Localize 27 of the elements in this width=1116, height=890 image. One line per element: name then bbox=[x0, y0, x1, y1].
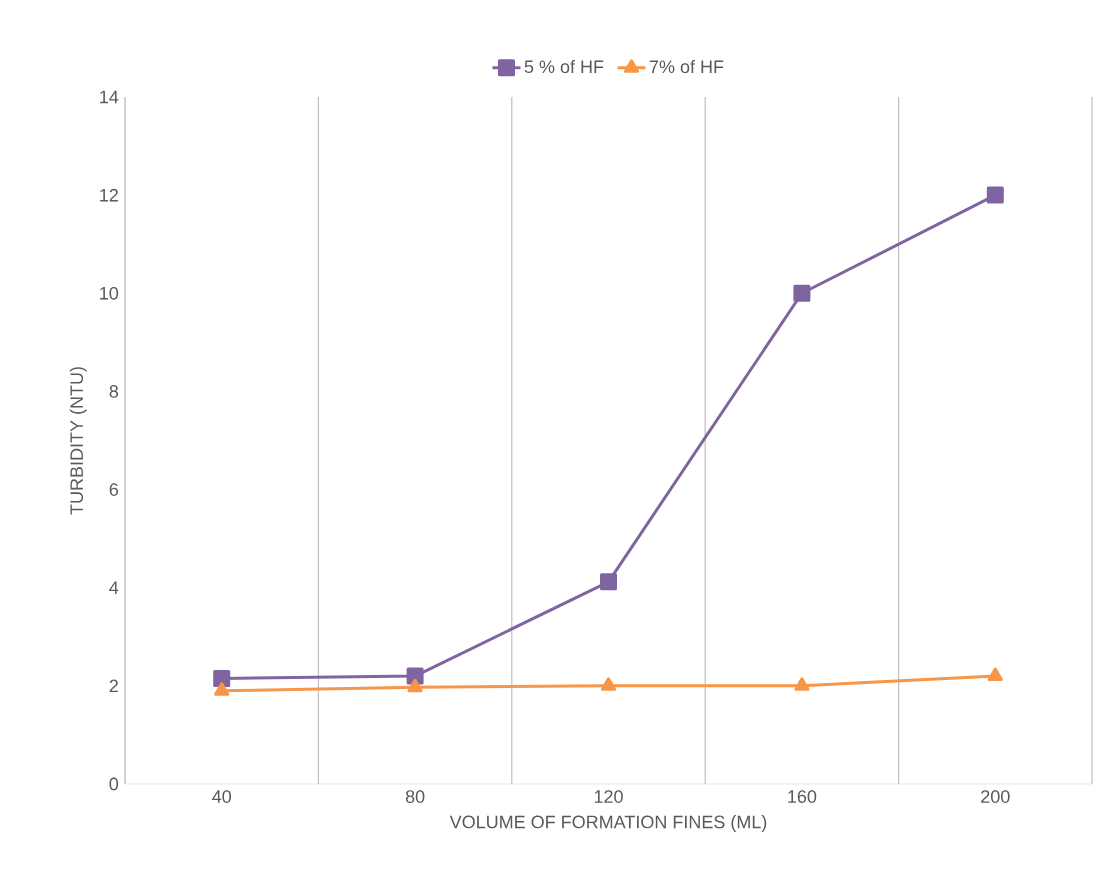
point bbox=[214, 682, 230, 696]
x-tick-label: 200 bbox=[981, 790, 1010, 803]
point bbox=[793, 284, 811, 302]
y-axis-title: TURBIDITY (NTU) bbox=[69, 367, 87, 515]
y-tick-label: 12 bbox=[100, 188, 118, 202]
x-tick-label: 120 bbox=[594, 790, 623, 803]
point bbox=[600, 573, 618, 591]
x-axis-title: VOLUME OF FORMATION FINES (ML) bbox=[449, 815, 767, 832]
y-tick-label: 6 bbox=[109, 483, 119, 496]
point bbox=[213, 669, 231, 687]
y-tick-label: 4 bbox=[109, 581, 119, 594]
x-tick-label: 80 bbox=[405, 790, 425, 803]
point bbox=[407, 678, 423, 693]
x-tick-label: 160 bbox=[788, 790, 817, 803]
point bbox=[406, 667, 424, 685]
point bbox=[986, 186, 1004, 204]
legend-label: 5 % of HF bbox=[524, 59, 604, 74]
legend-label: 7% of HF bbox=[649, 59, 724, 74]
y-tick-label: 10 bbox=[100, 286, 119, 300]
y-tick-label: 8 bbox=[109, 385, 119, 398]
point bbox=[794, 677, 810, 691]
y-tick-label: 2 bbox=[109, 679, 118, 693]
y-tick-label: 14 bbox=[100, 90, 119, 104]
x-tick-label: 40 bbox=[212, 790, 232, 803]
point bbox=[600, 677, 617, 691]
point bbox=[987, 667, 1003, 682]
y-tick-label: 0 bbox=[109, 777, 119, 791]
